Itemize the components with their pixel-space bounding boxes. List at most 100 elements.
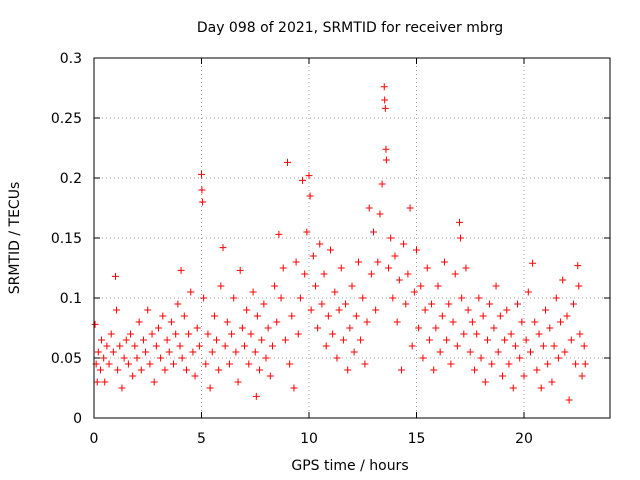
data-point	[544, 360, 552, 368]
x-tick-label: 10	[300, 431, 318, 447]
y-tick-label: 0.1	[60, 291, 82, 307]
data-point	[301, 270, 309, 278]
data-point	[213, 336, 221, 344]
data-point	[290, 384, 298, 392]
data-point	[436, 348, 444, 356]
data-point	[514, 300, 522, 308]
data-point	[460, 330, 468, 338]
data-point	[397, 366, 405, 374]
data-point	[413, 246, 420, 254]
data-point	[260, 300, 268, 308]
data-point	[327, 246, 334, 254]
data-point	[114, 366, 122, 374]
data-point	[204, 330, 212, 338]
data-point	[490, 324, 498, 332]
data-point	[503, 306, 511, 314]
data-point	[406, 204, 414, 212]
data-point	[434, 282, 442, 290]
data-point	[456, 218, 463, 226]
data-point	[391, 252, 399, 260]
data-point	[122, 336, 130, 344]
data-point	[563, 312, 571, 320]
data-point	[170, 360, 178, 368]
data-point	[511, 342, 519, 350]
data-point	[453, 342, 461, 350]
data-point	[305, 172, 313, 180]
data-point	[182, 366, 190, 374]
data-point	[557, 318, 565, 326]
data-point	[421, 306, 429, 314]
x-tick-label: 5	[197, 431, 206, 447]
data-point	[554, 354, 562, 362]
data-point	[316, 240, 324, 248]
data-point	[569, 300, 577, 308]
data-point	[303, 228, 311, 236]
data-point	[195, 342, 203, 350]
data-point	[243, 306, 251, 314]
data-point	[174, 300, 182, 308]
data-point	[481, 378, 489, 386]
data-point	[256, 366, 264, 374]
data-point	[329, 330, 337, 338]
data-point	[576, 330, 584, 338]
data-point	[531, 318, 539, 326]
data-point	[479, 312, 487, 320]
data-point	[286, 360, 294, 368]
data-point	[361, 360, 369, 368]
data-point	[468, 318, 476, 326]
data-point	[150, 378, 158, 386]
data-point	[374, 258, 382, 266]
data-point	[389, 294, 397, 302]
data-point	[417, 282, 425, 290]
data-point	[575, 282, 583, 290]
y-tick-label: 0.15	[51, 231, 82, 247]
data-point	[137, 366, 145, 374]
data-point	[492, 282, 500, 290]
data-point	[230, 294, 238, 302]
data-point	[548, 378, 556, 386]
data-point	[113, 306, 121, 314]
data-point	[157, 354, 165, 362]
data-point	[393, 318, 401, 326]
data-point	[382, 145, 390, 153]
data-point	[307, 306, 315, 314]
data-point	[542, 306, 549, 314]
data-point	[533, 366, 541, 374]
data-point	[185, 330, 193, 338]
data-point	[359, 294, 367, 302]
data-point	[202, 360, 210, 368]
data-point	[251, 348, 259, 356]
data-point	[200, 294, 208, 302]
data-point	[445, 300, 453, 308]
data-point	[206, 384, 214, 392]
data-point	[118, 384, 126, 392]
data-point	[249, 288, 257, 296]
data-point	[581, 360, 589, 368]
y-tick-label: 0.2	[60, 171, 82, 187]
data-point	[378, 180, 386, 188]
data-point	[172, 330, 180, 338]
data-point	[574, 262, 582, 270]
x-tick-label: 15	[408, 431, 426, 447]
data-point	[93, 378, 101, 386]
data-point	[494, 348, 502, 356]
data-point	[198, 186, 206, 194]
data-point	[348, 282, 356, 290]
data-point	[266, 372, 274, 380]
data-point	[496, 312, 504, 320]
data-point	[215, 366, 223, 374]
data-point	[419, 354, 427, 362]
data-point	[380, 83, 388, 91]
data-point	[451, 270, 459, 278]
data-point	[395, 276, 403, 284]
data-point	[529, 259, 537, 267]
data-point	[546, 324, 554, 332]
data-point	[91, 320, 99, 328]
data-point	[387, 234, 395, 242]
data-point	[552, 294, 560, 302]
data-point	[148, 330, 156, 338]
x-tick-label: 20	[515, 431, 533, 447]
data-point	[331, 288, 339, 296]
data-point	[404, 270, 412, 278]
data-point	[219, 244, 227, 252]
